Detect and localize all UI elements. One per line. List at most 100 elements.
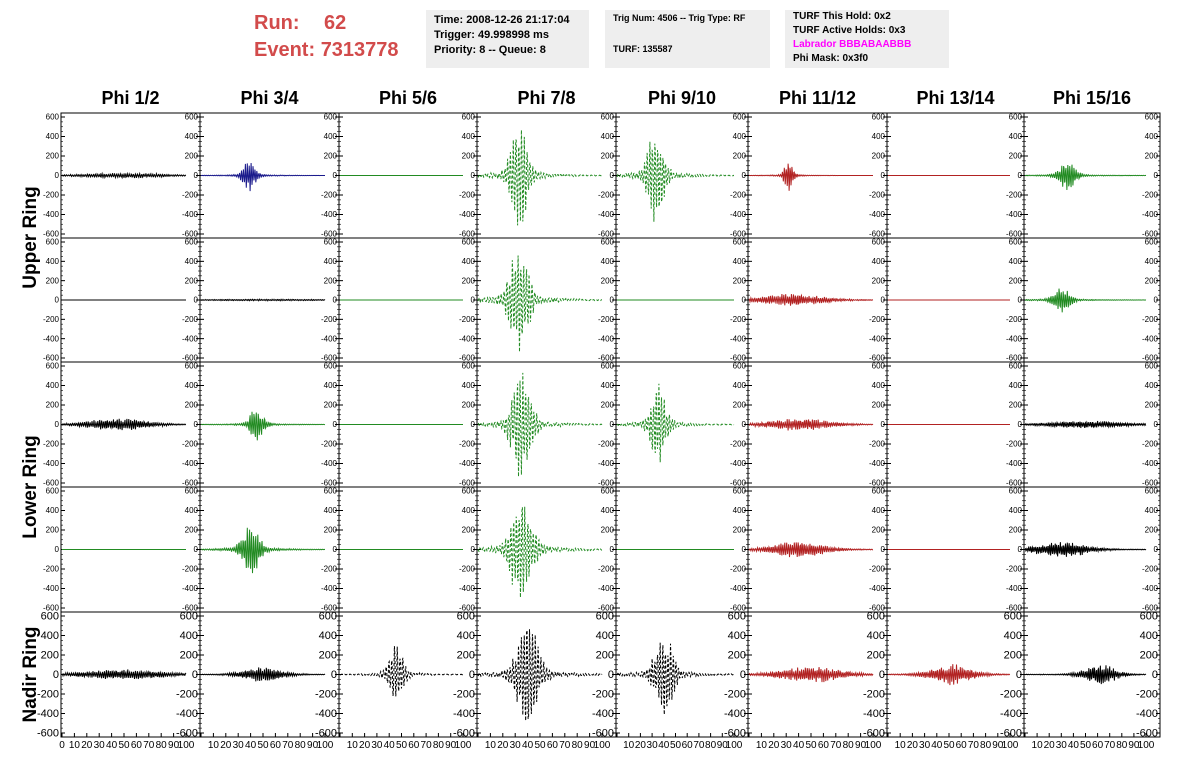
x-tick-label: 50 — [534, 740, 546, 751]
y-tick-label: 200 — [46, 401, 60, 410]
y-tick-label: 600 — [1145, 487, 1159, 496]
y-tick-label: -200 — [43, 315, 60, 324]
y-tick-label: -600 — [43, 354, 60, 363]
x-tick-label: 50 — [118, 740, 130, 751]
y-tick-label: 600 — [324, 487, 338, 496]
y-tick-label: 600 — [733, 238, 747, 247]
y-tick-label: 600 — [1145, 113, 1159, 122]
y-tick-label: 400 — [872, 506, 886, 515]
y-tick-label: -600 — [182, 354, 199, 363]
y-tick-label: 600 — [872, 362, 886, 371]
x-tick-label: 90 — [1128, 740, 1140, 751]
time-info-box: Time: 2008-12-26 21:17:04 Trigger: 49.99… — [426, 10, 589, 68]
turf-this-hold-text: TURF This Hold: 0x2 — [793, 11, 891, 22]
x-tick-label: 10 — [485, 740, 497, 751]
waveform-trace — [1024, 164, 1147, 191]
y-tick-label: -600 — [459, 354, 476, 363]
y-tick-label: 200 — [180, 650, 198, 662]
x-tick-label: 100 — [317, 740, 334, 751]
y-tick-label: -400 — [321, 459, 338, 468]
y-tick-label: -600 — [43, 479, 60, 488]
waveform-trace — [477, 372, 603, 477]
y-tick-label: -200 — [1006, 565, 1023, 574]
y-tick-label: 600 — [596, 611, 614, 623]
y-tick-label: 400 — [457, 630, 475, 642]
event-key: Event: — [254, 39, 316, 61]
y-tick-label: -200 — [1142, 315, 1159, 324]
y-tick-label: -200 — [182, 565, 199, 574]
y-tick-label: 600 — [457, 611, 475, 623]
run-event-title: Run: 62 Event: 7313778 — [254, 10, 399, 64]
y-tick-label: 600 — [185, 238, 199, 247]
y-tick-label: 600 — [1009, 487, 1023, 496]
y-tick-label: -600 — [459, 479, 476, 488]
y-tick-label: 200 — [46, 276, 60, 285]
y-tick-label: -600 — [869, 354, 886, 363]
trigger-text: Trigger: 49.998998 ms — [434, 29, 549, 41]
y-tick-label: 200 — [1145, 401, 1159, 410]
y-tick-label: -600 — [598, 479, 615, 488]
y-tick-label: 200 — [185, 526, 199, 535]
y-tick-label: 200 — [1009, 526, 1023, 535]
x-tick-label: 90 — [855, 740, 867, 751]
y-tick-label: -600 — [869, 479, 886, 488]
y-tick-label: 200 — [596, 650, 614, 662]
y-tick-label: -400 — [730, 584, 747, 593]
y-tick-label: 200 — [733, 401, 747, 410]
y-tick-label: 600 — [601, 487, 615, 496]
y-tick-label: 600 — [1145, 238, 1159, 247]
y-tick-label: 200 — [462, 401, 476, 410]
waveform-trace — [61, 418, 187, 431]
y-tick-label: -400 — [1000, 708, 1022, 720]
y-tick-label: -200 — [730, 565, 747, 574]
y-tick-label: -200 — [37, 689, 59, 701]
y-tick-label: -200 — [43, 440, 60, 449]
y-tick-label: 200 — [324, 152, 338, 161]
turf-active-holds-text: TURF Active Holds: 0x3 — [793, 25, 906, 36]
y-tick-label: 600 — [1009, 238, 1023, 247]
y-tick-label: 0 — [331, 669, 337, 681]
x-tick-label: 40 — [384, 740, 396, 751]
y-tick-label: 200 — [872, 401, 886, 410]
y-tick-label: 400 — [1004, 630, 1022, 642]
waveform-trace — [616, 141, 734, 222]
y-tick-label: 200 — [462, 152, 476, 161]
waveform-trace — [1024, 542, 1147, 557]
y-tick-label: 400 — [1145, 381, 1159, 390]
y-tick-label: -400 — [1142, 459, 1159, 468]
y-tick-label: -400 — [182, 584, 199, 593]
x-tick-label: 80 — [295, 740, 307, 751]
x-tick-label: 70 — [830, 740, 842, 751]
x-tick-label: 80 — [1116, 740, 1128, 751]
y-tick-label: -600 — [1142, 230, 1159, 239]
x-tick-label: 90 — [584, 740, 596, 751]
y-tick-label: -200 — [43, 565, 60, 574]
y-tick-label: 400 — [324, 381, 338, 390]
x-tick-label: 60 — [818, 740, 830, 751]
y-tick-label: 600 — [462, 238, 476, 247]
y-tick-label: -200 — [598, 315, 615, 324]
y-tick-label: -400 — [43, 210, 60, 219]
y-tick-label: 600 — [728, 611, 746, 623]
y-tick-label: 400 — [1145, 506, 1159, 515]
y-tick-label: -200 — [869, 315, 886, 324]
y-tick-label: 600 — [46, 113, 60, 122]
y-tick-label: -600 — [182, 230, 199, 239]
y-tick-label: 0 — [55, 296, 60, 305]
y-tick-label: -400 — [592, 708, 614, 720]
y-tick-label: -400 — [1142, 210, 1159, 219]
x-tick-label: 50 — [805, 740, 817, 751]
y-tick-label: 0 — [608, 669, 614, 681]
x-tick-label: 100 — [865, 740, 882, 751]
x-tick-label: 30 — [94, 740, 106, 751]
y-tick-label: 200 — [1009, 276, 1023, 285]
y-tick-label: 600 — [872, 113, 886, 122]
phi-mask-text: Phi Mask: 0x3f0 — [793, 53, 869, 64]
y-tick-label: -400 — [730, 210, 747, 219]
column-header: Phi 11/12 — [779, 88, 856, 108]
